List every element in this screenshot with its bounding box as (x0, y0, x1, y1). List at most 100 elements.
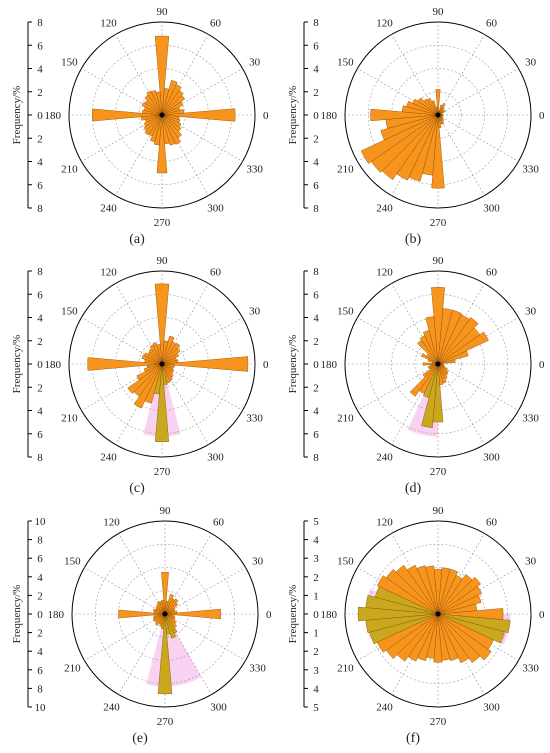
polar-chart-e: 9060300330300270240210180150120108642024… (11, 505, 272, 746)
radial-tick-label-b-8: 8 (313, 203, 319, 215)
spoke-e-240 (118, 613, 166, 695)
radial-tick-label-a-0: 8 (37, 17, 43, 29)
spoke-a-150 (81, 68, 163, 116)
radial-tick-label-c-2: 4 (37, 313, 43, 325)
bar-a-350 (161, 114, 180, 120)
spoke-f-30 (437, 567, 519, 615)
angle-label-e-90: 90 (160, 505, 172, 517)
spoke-d-30 (437, 317, 519, 365)
bar-e-330 (164, 613, 176, 621)
angle-label-e-240: 240 (103, 702, 120, 714)
spoke-a-210 (81, 114, 163, 162)
bar-b-60 (437, 103, 446, 116)
angle-label-f-0: 0 (539, 609, 545, 621)
angle-label-f-180: 180 (321, 609, 338, 621)
radial-tick-label-f-8: 3 (313, 665, 319, 677)
angle-label-d-150: 150 (337, 306, 354, 318)
bar-d-180 (422, 362, 439, 366)
ylabel-c: Frequency/% (11, 335, 23, 394)
center-dot-e (162, 611, 168, 617)
highlight-wedge-e-0 (146, 614, 202, 687)
angle-label-c-180: 180 (45, 359, 62, 371)
radial-tick-label-b-4: 0 (313, 110, 319, 122)
bar-d-270 (432, 363, 444, 423)
spoke-d-150 (357, 317, 439, 365)
angle-label-f-120: 120 (376, 516, 393, 528)
spoke-c-120 (115, 283, 163, 365)
bar-d-30 (437, 331, 489, 365)
angle-label-c-60: 60 (210, 266, 222, 278)
bar-e-140 (155, 605, 166, 615)
bar-a-70 (161, 79, 178, 116)
angle-label-f-60: 60 (486, 516, 498, 528)
bar-f-50 (437, 574, 473, 615)
angle-label-e-270: 270 (157, 716, 174, 728)
bar-d-230 (409, 363, 439, 397)
bar-d-320 (437, 363, 449, 374)
radial-tick-label-d-1: 6 (313, 289, 319, 301)
spoke-a-300 (161, 114, 209, 196)
angle-label-a-210: 210 (61, 164, 78, 176)
angle-label-d-30: 30 (525, 306, 537, 318)
radial-tick-label-f-7: 2 (313, 646, 319, 658)
spoke-f-240 (391, 613, 439, 695)
bar-b-210 (360, 114, 439, 164)
radial-tick-label-d-7: 6 (313, 429, 319, 441)
bar-e-180 (118, 609, 166, 619)
bar-b-250 (408, 114, 439, 182)
spoke-e-150 (84, 567, 166, 615)
angle-label-f-270: 270 (430, 716, 447, 728)
angle-label-a-0: 0 (263, 110, 269, 122)
radial-tick-label-e-5: 0 (37, 609, 43, 621)
bar-c-240 (133, 363, 163, 409)
angle-label-c-90: 90 (157, 255, 169, 267)
bar-d-310 (437, 363, 449, 376)
angle-label-c-0: 0 (263, 359, 269, 371)
bar-a-0 (161, 108, 236, 122)
bar-e-160 (153, 608, 166, 615)
bar-a-150 (141, 102, 163, 116)
radial-tick-label-f-10: 5 (313, 702, 319, 714)
bar-c-300 (161, 363, 173, 382)
spoke-b-120 (391, 34, 439, 116)
bar-a-120 (146, 90, 163, 116)
bar-f-270 (433, 613, 443, 663)
angle-label-a-330: 330 (246, 164, 263, 176)
bar-c-250 (144, 363, 163, 404)
panel-label-a: (a) (129, 232, 145, 247)
bar-c-160 (141, 354, 163, 365)
radial-tick-label-a-7: 6 (37, 180, 43, 192)
angle-label-e-30: 30 (252, 556, 264, 568)
angle-label-e-210: 210 (64, 663, 81, 675)
bar-f-150 (377, 575, 439, 615)
bar-a-90 (154, 35, 170, 116)
radial-tick-label-f-9: 4 (313, 683, 319, 695)
spoke-c-240 (115, 363, 163, 445)
spoke-b-240 (391, 114, 439, 196)
angle-label-e-0: 0 (266, 609, 272, 621)
radial-tick-label-a-6: 4 (37, 157, 43, 169)
spoke-f-210 (357, 613, 439, 661)
ylabel-f: Frequency/% (287, 585, 299, 644)
spoke-c-60 (161, 283, 209, 365)
bar-b-220 (371, 114, 439, 173)
panel-label-e: (e) (132, 731, 148, 746)
angle-label-a-150: 150 (61, 57, 78, 69)
radial-tick-label-f-2: 3 (313, 553, 319, 565)
angle-label-a-90: 90 (157, 6, 169, 18)
angle-label-f-150: 150 (337, 556, 354, 568)
bar-e-300 (164, 613, 178, 634)
radial-tick-label-d-6: 4 (313, 406, 319, 418)
bar-c-130 (148, 348, 163, 365)
bar-a-300 (161, 114, 181, 145)
radial-tick-label-c-1: 6 (37, 289, 43, 301)
bar-d-150 (420, 353, 439, 365)
angle-label-c-210: 210 (61, 413, 78, 425)
spoke-a-330 (161, 114, 243, 162)
bar-c-330 (161, 363, 174, 372)
angle-label-b-60: 60 (486, 17, 498, 29)
angle-label-b-180: 180 (321, 110, 338, 122)
bar-e-70 (164, 593, 174, 615)
angle-label-e-330: 330 (249, 663, 266, 675)
